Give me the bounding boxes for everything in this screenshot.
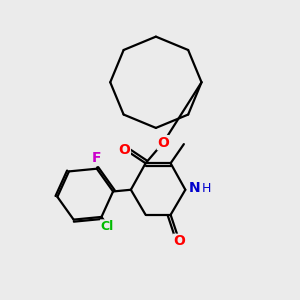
- Text: F: F: [92, 152, 102, 166]
- Text: O: O: [173, 234, 185, 248]
- Text: H: H: [201, 182, 211, 195]
- Text: O: O: [118, 143, 130, 157]
- Text: N: N: [189, 181, 201, 195]
- Text: Cl: Cl: [100, 220, 114, 233]
- Text: O: O: [157, 136, 169, 150]
